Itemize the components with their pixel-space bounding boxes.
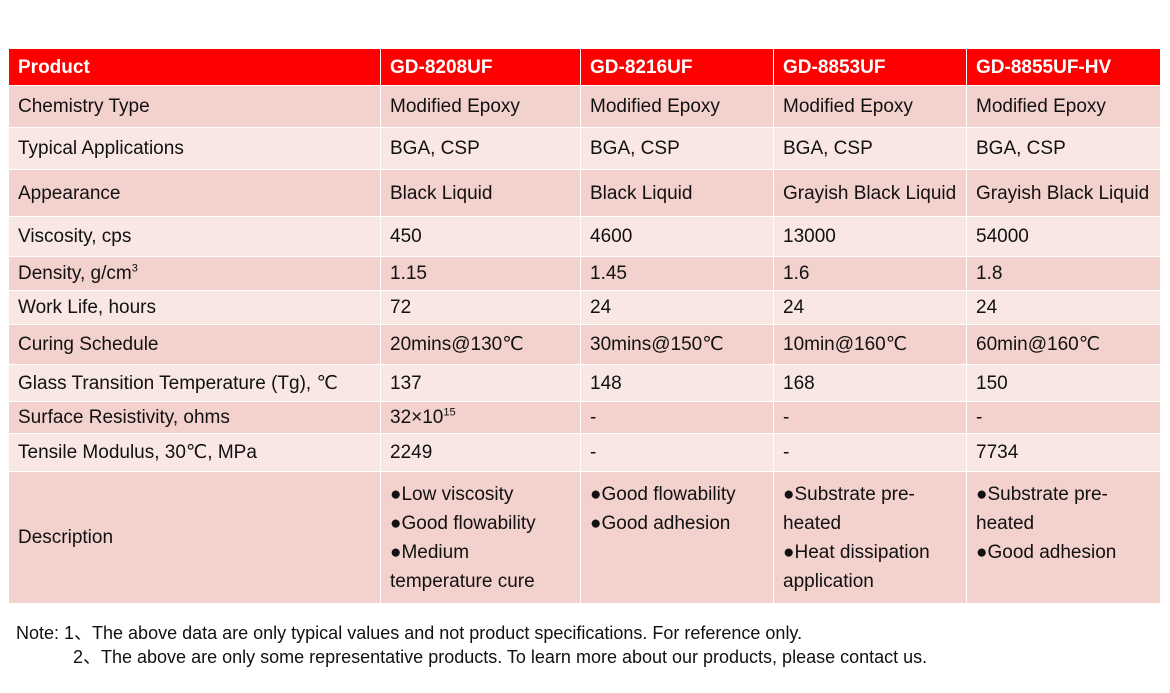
table-cell: - xyxy=(773,401,967,434)
table-cell: 137 xyxy=(380,364,581,402)
table-cell: 30mins@150℃ xyxy=(580,324,774,365)
table-cell: 450 xyxy=(380,216,581,257)
row-label: Chemistry Type xyxy=(8,85,381,128)
row-label: Tensile Modulus, 30℃, MPa xyxy=(8,433,381,472)
superscript: 3 xyxy=(131,262,138,275)
superscript: 15 xyxy=(443,406,456,419)
table-cell: 24 xyxy=(580,290,774,325)
cell-text: 32×10 xyxy=(390,407,444,428)
note-line-1: Note: 1、The above data are only typical … xyxy=(16,623,803,643)
table-cell: 1.45 xyxy=(580,256,774,291)
description-cell: ●Low viscosity ●Good flowability ●Medium… xyxy=(380,471,581,604)
header-product: Product xyxy=(8,48,381,86)
table-cell: BGA, CSP xyxy=(380,127,581,170)
header-gd-8853uf: GD-8853UF xyxy=(773,48,967,86)
table-header-row: Product GD-8208UF GD-8216UF GD-8853UF GD… xyxy=(8,48,1161,86)
table-cell: 10min@160℃ xyxy=(773,324,967,365)
table-row: Appearance Black Liquid Black Liquid Gra… xyxy=(8,169,1161,217)
table-cell: 148 xyxy=(580,364,774,402)
table-row: Work Life, hours 72 24 24 24 xyxy=(8,290,1161,325)
row-label: Typical Applications xyxy=(8,127,381,170)
header-gd-8208uf: GD-8208UF xyxy=(380,48,581,86)
table-cell: 72 xyxy=(380,290,581,325)
table-row: Tensile Modulus, 30℃, MPa 2249 - - 7734 xyxy=(8,433,1161,472)
table-cell: Black Liquid xyxy=(580,169,774,217)
row-label: Description xyxy=(8,471,381,604)
table-cell: Grayish Black Liquid xyxy=(773,169,967,217)
row-label: Work Life, hours xyxy=(8,290,381,325)
description-item: ●Medium temperature cure xyxy=(390,542,535,592)
note-line-2: 2、The above are only some representative… xyxy=(73,647,928,667)
description-item: ●Heat dissipation application xyxy=(783,542,930,592)
table-cell: 54000 xyxy=(966,216,1161,257)
row-label-text: Density, g/cm xyxy=(18,263,132,284)
description-item: ●Good adhesion xyxy=(976,542,1117,563)
description-cell: ●Substrate pre-heated ●Good adhesion xyxy=(966,471,1161,604)
row-label: Glass Transition Temperature (Tg), ℃ xyxy=(8,364,381,402)
row-label: Appearance xyxy=(8,169,381,217)
description-item: ●Substrate pre-heated xyxy=(783,484,915,534)
row-label: Curing Schedule xyxy=(8,324,381,365)
header-gd-8216uf: GD-8216UF xyxy=(580,48,774,86)
description-row: Description ●Low viscosity ●Good flowabi… xyxy=(8,471,1161,604)
description-item: ●Good flowability xyxy=(590,484,736,505)
table-cell: 60min@160℃ xyxy=(966,324,1161,365)
table-cell: 1.15 xyxy=(380,256,581,291)
table-cell: - xyxy=(580,433,774,472)
header-gd-8855uf-hv: GD-8855UF-HV xyxy=(966,48,1161,86)
table-cell: 24 xyxy=(966,290,1161,325)
table-cell: 7734 xyxy=(966,433,1161,472)
row-label: Surface Resistivity, ohms xyxy=(8,401,381,434)
table-cell: Modified Epoxy xyxy=(380,85,581,128)
table-row: Curing Schedule 20mins@130℃ 30mins@150℃ … xyxy=(8,324,1161,365)
table-cell: BGA, CSP xyxy=(580,127,774,170)
row-label: Viscosity, cps xyxy=(8,216,381,257)
table-cell: 24 xyxy=(773,290,967,325)
table-cell: 150 xyxy=(966,364,1161,402)
table-row: Chemistry Type Modified Epoxy Modified E… xyxy=(8,85,1161,128)
table-cell: BGA, CSP xyxy=(966,127,1161,170)
table-row: Viscosity, cps 450 4600 13000 54000 xyxy=(8,216,1161,257)
table-cell: 32×1015 xyxy=(380,401,581,434)
table-cell: BGA, CSP xyxy=(773,127,967,170)
table-cell: - xyxy=(773,433,967,472)
description-item: ●Good flowability xyxy=(390,513,536,534)
table-cell: 2249 xyxy=(380,433,581,472)
table-cell: - xyxy=(966,401,1161,434)
table-cell: 1.8 xyxy=(966,256,1161,291)
table-row: Glass Transition Temperature (Tg), ℃ 137… xyxy=(8,364,1161,402)
table-row: Surface Resistivity, ohms 32×1015 - - - xyxy=(8,401,1161,434)
footnote: Note: 1、The above data are only typical … xyxy=(16,621,927,669)
table-cell: 4600 xyxy=(580,216,774,257)
table-cell: Black Liquid xyxy=(380,169,581,217)
table-row: Density, g/cm3 1.15 1.45 1.6 1.8 xyxy=(8,256,1161,291)
description-cell: ●Substrate pre-heated ●Heat dissipation … xyxy=(773,471,967,604)
description-cell: ●Good flowability ●Good adhesion xyxy=(580,471,774,604)
table-cell: Grayish Black Liquid xyxy=(966,169,1161,217)
product-spec-table: Product GD-8208UF GD-8216UF GD-8853UF GD… xyxy=(8,48,1161,604)
table-cell: Modified Epoxy xyxy=(773,85,967,128)
table-cell: 13000 xyxy=(773,216,967,257)
table-cell: Modified Epoxy xyxy=(580,85,774,128)
table-cell: 168 xyxy=(773,364,967,402)
table-cell: Modified Epoxy xyxy=(966,85,1161,128)
table-cell: - xyxy=(580,401,774,434)
table-cell: 20mins@130℃ xyxy=(380,324,581,365)
table-cell: 1.6 xyxy=(773,256,967,291)
row-label: Density, g/cm3 xyxy=(8,256,381,291)
description-item: ●Substrate pre-heated xyxy=(976,484,1108,534)
table-row: Typical Applications BGA, CSP BGA, CSP B… xyxy=(8,127,1161,170)
description-item: ●Low viscosity xyxy=(390,484,514,505)
description-item: ●Good adhesion xyxy=(590,513,731,534)
